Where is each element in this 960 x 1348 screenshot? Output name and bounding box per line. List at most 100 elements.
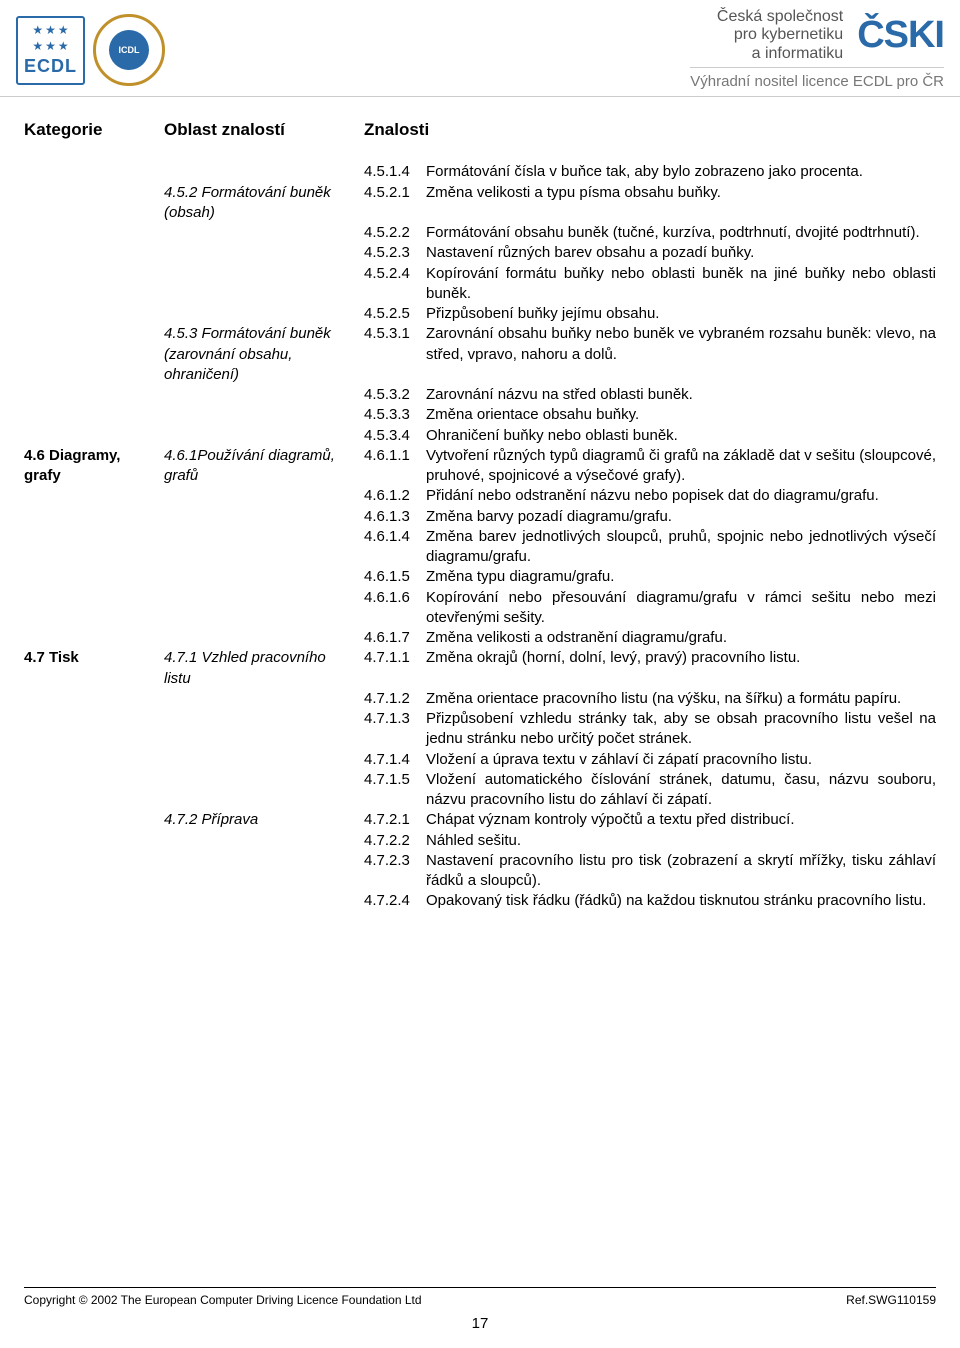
cell-description: Změna orientace obsahu buňky.	[426, 405, 936, 425]
cell-description: Změna barev jednotlivých sloupců, pruhů,…	[426, 527, 936, 568]
cell-number: 4.7.2.2	[364, 831, 426, 851]
cell-description: Opakovaný tisk řádku (řádků) na každou t…	[426, 891, 936, 911]
cell-number: 4.7.1.1	[364, 648, 426, 668]
cell-description: Formátování obsahu buněk (tučné, kurzíva…	[426, 223, 936, 243]
cell-description: Vložení a úprava textu v záhlaví či zápa…	[426, 750, 936, 770]
page-footer: Copyright © 2002 The European Computer D…	[24, 1287, 936, 1334]
table-row: 4.7.2.2Náhled sešitu.	[24, 831, 936, 851]
table-row: 4.7 Tisk4.7.1 Vzhled pracovního listu4.7…	[24, 648, 936, 689]
cell-number: 4.5.2.4	[364, 264, 426, 284]
col-header-area: Oblast znalostí	[164, 119, 364, 142]
content-table: 4.5.1.4Formátování čísla v buňce tak, ab…	[0, 150, 960, 911]
table-row: 4.5.2.4Kopírování formátu buňky nebo obl…	[24, 264, 936, 305]
cell-description: Chápat význam kontroly výpočtů a textu p…	[426, 810, 936, 830]
table-row: 4.7.2.4Opakovaný tisk řádku (řádků) na k…	[24, 891, 936, 911]
table-row: 4.5.3.3Změna orientace obsahu buňky.	[24, 405, 936, 425]
table-row: 4.5.2.5Přizpůsobení buňky jejímu obsahu.	[24, 304, 936, 324]
col-header-category: Kategorie	[24, 119, 164, 142]
cell-description: Kopírování nebo přesouvání diagramu/graf…	[426, 588, 936, 629]
cell-description: Kopírování formátu buňky nebo oblasti bu…	[426, 264, 936, 305]
copyright-text: Copyright © 2002 The European Computer D…	[24, 1292, 422, 1308]
cell-number: 4.6.1.6	[364, 588, 426, 608]
cell-number: 4.7.1.2	[364, 689, 426, 709]
table-row: 4.7.1.2Změna orientace pracovního listu …	[24, 689, 936, 709]
table-row: 4.6.1.6Kopírování nebo přesouvání diagra…	[24, 588, 936, 629]
cell-number: 4.5.3.1	[364, 324, 426, 344]
cell-number: 4.7.2.3	[364, 851, 426, 871]
cell-number: 4.5.2.5	[364, 304, 426, 324]
table-row: 4.6.1.4Změna barev jednotlivých sloupců,…	[24, 527, 936, 568]
cell-description: Přidání nebo odstranění názvu nebo popis…	[426, 486, 936, 506]
cell-description: Vytvoření různých typů diagramů či grafů…	[426, 446, 936, 487]
icdl-inner: ICDL	[109, 30, 149, 70]
table-row: 4.5.2.2Formátování obsahu buněk (tučné, …	[24, 223, 936, 243]
cell-description: Přizpůsobení vzhledu stránky tak, aby se…	[426, 709, 936, 750]
table-row: 4.5.3.4Ohraničení buňky nebo oblasti bun…	[24, 426, 936, 446]
page-number: 17	[24, 1314, 936, 1334]
cell-number: 4.7.1.3	[364, 709, 426, 729]
cell-number: 4.5.3.4	[364, 426, 426, 446]
cell-number: 4.6.1.2	[364, 486, 426, 506]
cell-number: 4.7.1.4	[364, 750, 426, 770]
ecdl-label: ECDL	[24, 54, 77, 78]
org-line2: pro kybernetiku	[717, 26, 843, 44]
cell-number: 4.5.3.2	[364, 385, 426, 405]
table-row: 4.5.1.4Formátování čísla v buňce tak, ab…	[24, 162, 936, 182]
cell-description: Formátování čísla v buňce tak, aby bylo …	[426, 162, 936, 182]
cell-number: 4.6.1.4	[364, 527, 426, 547]
col-header-knowledge: Znalosti	[364, 119, 936, 142]
org-line1: Česká společnost	[717, 8, 843, 26]
cell-description: Změna barvy pozadí diagramu/grafu.	[426, 507, 936, 527]
cell-number: 4.6.1.7	[364, 628, 426, 648]
cell-description: Zarovnání názvu na střed oblasti buněk.	[426, 385, 936, 405]
table-row: 4.5.2.3Nastavení různých barev obsahu a …	[24, 243, 936, 263]
cell-description: Změna velikosti a odstranění diagramu/gr…	[426, 628, 936, 648]
cell-number: 4.7.2.4	[364, 891, 426, 911]
org-text: Česká společnost pro kybernetiku a infor…	[717, 8, 843, 63]
ref-text: Ref.SWG110159	[846, 1292, 936, 1308]
cell-description: Vložení automatického číslování stránek,…	[426, 770, 936, 811]
table-row: 4.6 Diagramy, grafy4.6.1Používání diagra…	[24, 446, 936, 487]
columns-header: Kategorie Oblast znalostí Znalosti	[0, 97, 960, 150]
table-row: 4.6.1.3Změna barvy pozadí diagramu/grafu…	[24, 507, 936, 527]
cell-description: Nastavení pracovního listu pro tisk (zob…	[426, 851, 936, 892]
table-row: 4.5.2 Formátování buněk (obsah)4.5.2.1Zm…	[24, 183, 936, 224]
org-line3: a informatiku	[717, 45, 843, 63]
cski-logo: ČSKI	[857, 10, 944, 61]
cell-number: 4.7.2.1	[364, 810, 426, 830]
logos-left: ★★★ ★★★ ECDL ICDL	[16, 14, 165, 86]
ecdl-logo: ★★★ ★★★ ECDL	[16, 16, 85, 85]
table-row: 4.6.1.5Změna typu diagramu/grafu.	[24, 567, 936, 587]
cell-number: 4.7.1.5	[364, 770, 426, 790]
cell-category: 4.6 Diagramy, grafy	[24, 446, 164, 487]
cell-area: 4.5.3 Formátování buněk (zarovnání obsah…	[164, 324, 364, 385]
cell-description: Přizpůsobení buňky jejímu obsahu.	[426, 304, 936, 324]
cell-category: 4.7 Tisk	[24, 648, 164, 668]
cell-number: 4.6.1.1	[364, 446, 426, 466]
cell-number: 4.5.2.1	[364, 183, 426, 203]
cell-description: Změna okrajů (horní, dolní, levý, pravý)…	[426, 648, 936, 668]
cell-description: Změna velikosti a typu písma obsahu buňk…	[426, 183, 936, 203]
tagline: Výhradní nositel licence ECDL pro ČR	[690, 67, 944, 92]
table-row: 4.6.1.7Změna velikosti a odstranění diag…	[24, 628, 936, 648]
cell-number: 4.5.2.3	[364, 243, 426, 263]
cell-description: Ohraničení buňky nebo oblasti buněk.	[426, 426, 936, 446]
cell-description: Změna orientace pracovního listu (na výš…	[426, 689, 936, 709]
cell-description: Nastavení různých barev obsahu a pozadí …	[426, 243, 936, 263]
cell-area: 4.7.2 Příprava	[164, 810, 364, 830]
table-row: 4.7.1.3Přizpůsobení vzhledu stránky tak,…	[24, 709, 936, 750]
table-row: 4.7.1.5Vložení automatického číslování s…	[24, 770, 936, 811]
cell-number: 4.6.1.3	[364, 507, 426, 527]
icdl-badge: ICDL	[93, 14, 165, 86]
table-row: 4.6.1.2Přidání nebo odstranění názvu neb…	[24, 486, 936, 506]
cell-area: 4.7.1 Vzhled pracovního listu	[164, 648, 364, 689]
table-row: 4.7.2 Příprava4.7.2.1Chápat význam kontr…	[24, 810, 936, 830]
cell-description: Náhled sešitu.	[426, 831, 936, 851]
header-right: Česká společnost pro kybernetiku a infor…	[690, 8, 944, 92]
cell-area: 4.6.1Používání diagramů, grafů	[164, 446, 364, 487]
cell-number: 4.5.2.2	[364, 223, 426, 243]
cell-description: Zarovnání obsahu buňky nebo buněk ve vyb…	[426, 324, 936, 365]
cell-number: 4.5.3.3	[364, 405, 426, 425]
cell-area: 4.5.2 Formátování buněk (obsah)	[164, 183, 364, 224]
cell-number: 4.5.1.4	[364, 162, 426, 182]
